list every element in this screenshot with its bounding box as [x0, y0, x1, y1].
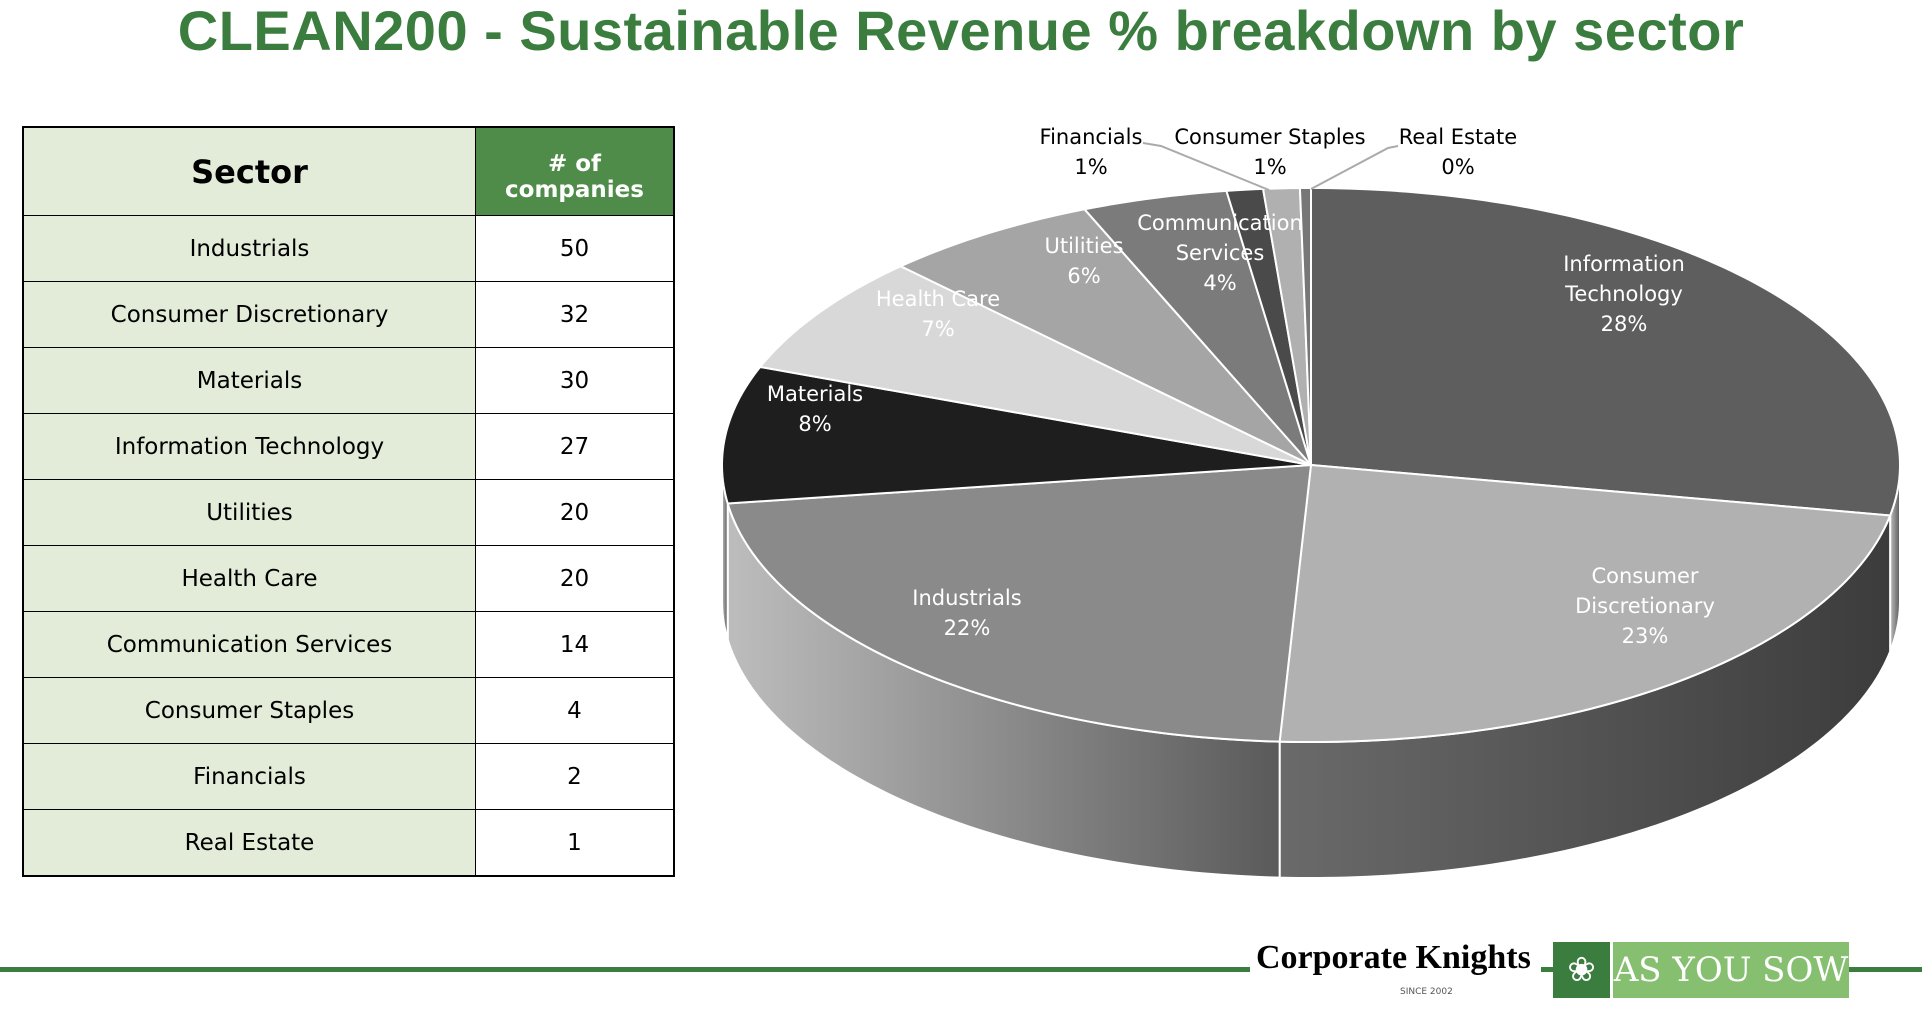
data-label-value: 6% — [1067, 264, 1101, 288]
company-count-cell: 1 — [475, 809, 675, 877]
table-row: Industrials 50 — [22, 215, 675, 282]
company-count-cell: 4 — [475, 677, 675, 744]
pie-slice-consumer-discretionary — [1278, 463, 1892, 743]
data-label-value: 28% — [1600, 312, 1648, 336]
data-label-name: Financials — [1039, 125, 1143, 149]
corporate-knights-logo: Corporate Knights — [1256, 939, 1531, 976]
data-label-value: 23% — [1621, 624, 1669, 648]
sector-cell: Financials — [22, 743, 476, 810]
data-label: Consumer Staples 1% — [1174, 122, 1365, 182]
corporate-knights-since: SINCE 2002 — [1400, 987, 1453, 997]
data-label-name: Utilities — [1044, 234, 1124, 258]
header-count: # of companies — [475, 126, 675, 216]
data-label-value: 1% — [1074, 155, 1108, 179]
company-count-cell: 32 — [475, 281, 675, 348]
sector-cell: Health Care — [22, 545, 476, 612]
page-title: CLEAN200 - Sustainable Revenue % breakdo… — [177, 0, 1745, 62]
data-label-name: Information — [1563, 252, 1685, 276]
leader-line-real-estate — [1310, 145, 1399, 190]
table-row: Financials 2 — [22, 743, 675, 810]
data-label-value: 22% — [943, 616, 991, 640]
company-count-cell: 20 — [475, 479, 675, 546]
data-label-name: Health Care — [875, 287, 1001, 311]
data-label-name: Industrials — [912, 586, 1022, 610]
data-label-name: Consumer Staples — [1174, 125, 1366, 149]
header-sector: Sector — [22, 126, 476, 216]
company-count-cell: 14 — [475, 611, 675, 678]
data-label-name: Technology — [1565, 282, 1683, 306]
sector-table: Sector # of companies Industrials 50 Consu… — [22, 126, 675, 877]
sector-cell: Consumer Discretionary — [22, 281, 476, 348]
sector-cell: Materials — [22, 347, 476, 414]
table-row: Real Estate 1 — [22, 809, 675, 877]
pie-slice-health-care — [758, 265, 1312, 466]
data-label-value: 1% — [1253, 155, 1287, 179]
data-label: Communication Services 4% — [1137, 208, 1303, 298]
data-label: Health Care 7% — [876, 284, 1000, 344]
company-count-cell: 20 — [475, 545, 675, 612]
data-label: Financials 1% — [1040, 122, 1143, 182]
footer-line-right — [1849, 967, 1922, 972]
as-you-sow-logo: AS YOU SOW — [1613, 942, 1849, 998]
pie-slice-materials — [721, 365, 1312, 505]
sector-cell: Consumer Staples — [22, 677, 476, 744]
pie-slice-communication-services — [1082, 189, 1312, 466]
company-count-cell: 50 — [475, 215, 675, 282]
leader-line-financials — [1142, 142, 1270, 191]
table-row: Consumer Discretionary 32 — [22, 281, 675, 348]
data-label-value: 0% — [1441, 155, 1475, 179]
data-label-name: Communication — [1137, 211, 1303, 235]
sector-cell: Communication Services — [22, 611, 476, 678]
pie-slice-industrials — [726, 463, 1313, 743]
data-label-value: 8% — [798, 412, 832, 436]
data-label: Information Technology 28% — [1563, 249, 1685, 339]
sector-cell: Information Technology — [22, 413, 476, 480]
company-count-cell: 27 — [475, 413, 675, 480]
pie-slice-utilities — [898, 208, 1312, 466]
data-label-value: 4% — [1203, 271, 1237, 295]
sector-cell: Utilities — [22, 479, 476, 546]
data-label-name: Real Estate — [1398, 125, 1518, 149]
sector-cell: Real Estate — [22, 809, 476, 877]
data-label-name: Consumer — [1591, 564, 1699, 588]
pie-slice-information-technology — [1310, 186, 1901, 517]
data-label: Materials 8% — [767, 379, 863, 439]
table-header: Sector # of companies — [22, 126, 675, 216]
table-row: Communication Services 14 — [22, 611, 675, 678]
table-row: Information Technology 27 — [22, 413, 675, 480]
sector-cell: Industrials — [22, 215, 476, 282]
company-count-cell: 2 — [475, 743, 675, 810]
data-label-name: Materials — [766, 382, 864, 406]
data-label-name: Discretionary — [1575, 594, 1715, 618]
table-row: Utilities 20 — [22, 479, 675, 546]
data-label: Industrials 22% — [912, 583, 1021, 643]
data-label-value: 7% — [921, 317, 955, 341]
data-label: Consumer Discretionary 23% — [1575, 561, 1715, 651]
footer-line-mid — [1541, 967, 1553, 972]
data-label: Real Estate 0% — [1399, 122, 1517, 182]
footer-line-left — [0, 967, 1250, 972]
table-row: Consumer Staples 4 — [22, 677, 675, 744]
data-label-name: Services — [1175, 241, 1265, 265]
table-row: Health Care 20 — [22, 545, 675, 612]
wheat-leaf-icon: ❀ — [1553, 942, 1610, 998]
data-label: Utilities 6% — [1044, 231, 1123, 291]
